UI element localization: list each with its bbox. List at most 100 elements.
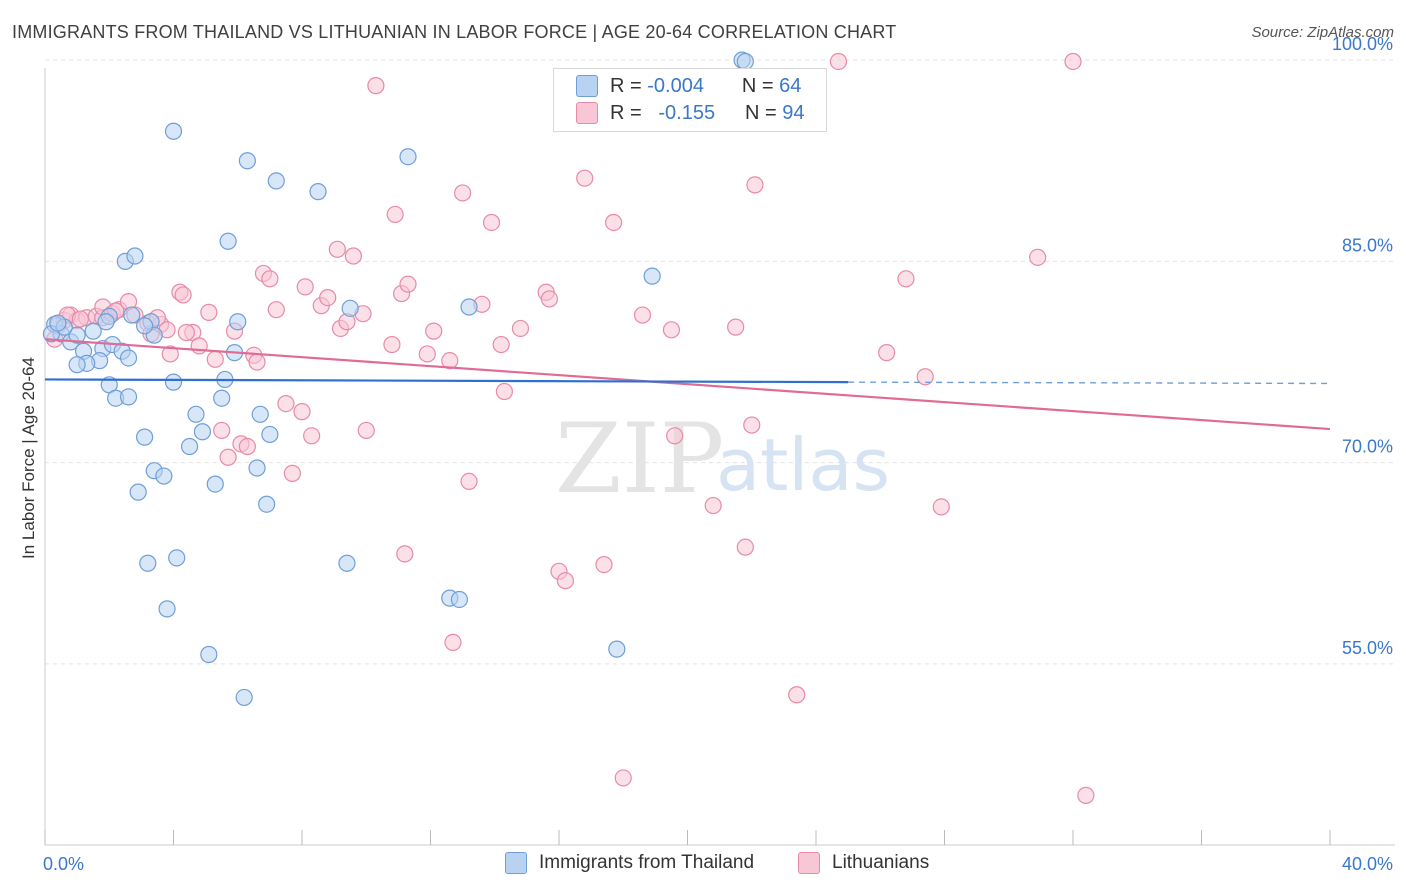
lithuanian-point bbox=[383, 335, 401, 354]
thailand-point bbox=[450, 590, 469, 609]
lithuanian-point bbox=[743, 416, 761, 434]
lithuanian-point bbox=[367, 77, 385, 95]
lithuanian-point bbox=[213, 421, 231, 440]
bottom-legend-thailand: Immigrants from Thailand bbox=[505, 852, 754, 874]
thailand-point bbox=[213, 389, 231, 407]
thailand-point bbox=[608, 640, 626, 658]
lithuanian-point bbox=[492, 335, 510, 354]
thailand-point bbox=[267, 172, 285, 190]
lithuanians-trend-line bbox=[44, 338, 1331, 431]
legend-swatch-pink bbox=[576, 102, 598, 124]
thailand-point bbox=[187, 405, 205, 423]
lithuanian-point bbox=[277, 394, 295, 413]
lithuanian-point bbox=[418, 345, 436, 363]
bottom-legend-swatch-pink bbox=[798, 852, 820, 874]
watermark: ZIP atlas bbox=[555, 403, 890, 515]
lithuanian-point bbox=[666, 427, 684, 445]
chart-title: IMMIGRANTS FROM THAILAND VS LITHUANIAN I… bbox=[12, 22, 897, 42]
thailand-point bbox=[219, 232, 237, 250]
lithuanian-point bbox=[174, 286, 192, 304]
lithuanian-point bbox=[540, 290, 558, 308]
thailand-point bbox=[309, 183, 327, 201]
lithuanian-point bbox=[161, 345, 179, 363]
lithuanian-point bbox=[328, 240, 346, 258]
lithuanian-point bbox=[788, 686, 806, 704]
lithuanian-point bbox=[396, 545, 414, 563]
thailand-point bbox=[155, 467, 173, 485]
thailand-point bbox=[193, 423, 212, 441]
thailand-trend-line bbox=[44, 378, 849, 384]
thailand-point bbox=[68, 326, 86, 344]
lithuanian-point bbox=[727, 318, 745, 336]
thailand-point bbox=[164, 122, 183, 140]
lithuanian-point bbox=[261, 270, 279, 288]
thailand-point bbox=[248, 459, 266, 477]
lithuanian-point bbox=[238, 437, 256, 456]
thailand-point bbox=[341, 299, 359, 317]
lithuanian-point bbox=[319, 289, 337, 307]
lithuanian-point bbox=[1064, 52, 1082, 71]
thailand-point bbox=[399, 148, 417, 166]
bottom-legend-swatch-blue bbox=[505, 852, 527, 874]
thailand-point bbox=[123, 306, 141, 324]
lithuanian-point bbox=[71, 310, 89, 328]
thailand-point bbox=[238, 152, 256, 170]
lithuanian-point bbox=[444, 633, 462, 652]
lithuanian-point bbox=[460, 472, 478, 491]
lithuanians-points bbox=[46, 52, 1095, 804]
chart-source: Source: ZipAtlas.com bbox=[1251, 24, 1394, 41]
bottom-legend: Immigrants from Thailand Lithuanians bbox=[0, 852, 1406, 878]
legend-row-thailand: R = -0.004 N = 64 bbox=[576, 74, 801, 98]
lithuanian-point bbox=[576, 169, 594, 187]
lithuanian-point bbox=[633, 306, 652, 324]
axis-labels: 100.0% 85.0% 70.0% 55.0% 0.0% 40.0% bbox=[43, 34, 1393, 874]
legend-n-value-lithuanians: 94 bbox=[782, 101, 805, 124]
thailand-point bbox=[84, 322, 102, 340]
legend-row-lithuanians: R = -0.155 N = 94 bbox=[576, 101, 805, 125]
lithuanian-point bbox=[399, 275, 417, 293]
thailand-point bbox=[119, 388, 138, 406]
lithuanian-point bbox=[200, 303, 218, 321]
trend-lines bbox=[44, 338, 1331, 431]
x-tick-label: 0.0% bbox=[43, 854, 84, 874]
thailand-trend-extension bbox=[848, 381, 1331, 385]
axes bbox=[44, 68, 1395, 846]
bottom-legend-lithuanians: Lithuanians bbox=[798, 852, 929, 874]
stats-legend: R = -0.004 N = 64 R = -0.155 N = 94 bbox=[553, 68, 827, 132]
thailand-point bbox=[261, 425, 279, 444]
bottom-legend-label-lithuanians: Lithuanians bbox=[832, 852, 930, 873]
thailand-point bbox=[164, 373, 183, 391]
thailand-point bbox=[135, 428, 154, 446]
gridlines bbox=[45, 59, 1395, 665]
thailand-point bbox=[251, 405, 269, 423]
lithuanian-point bbox=[425, 322, 443, 340]
lithuanian-point bbox=[303, 427, 321, 445]
thailand-point bbox=[200, 645, 218, 664]
lithuanian-point bbox=[556, 572, 575, 590]
lithuanian-point bbox=[441, 352, 459, 370]
thailand-point bbox=[235, 688, 253, 707]
lithuanian-point bbox=[878, 344, 896, 362]
y-axis-label: In Labor Force | Age 20-64 bbox=[19, 357, 38, 559]
thailand-point bbox=[139, 554, 157, 572]
watermark-zip: ZIP bbox=[555, 403, 724, 515]
y-tick-label: 55.0% bbox=[1342, 638, 1393, 658]
y-tick-label: 85.0% bbox=[1342, 235, 1393, 255]
lithuanian-point bbox=[357, 421, 375, 440]
thailand-point bbox=[180, 437, 199, 456]
lithuanian-point bbox=[897, 270, 915, 288]
lithuanian-point bbox=[177, 323, 195, 342]
lithuanian-point bbox=[736, 538, 754, 556]
lithuanian-point bbox=[511, 319, 530, 338]
lithuanian-point bbox=[746, 176, 764, 194]
lithuanian-point bbox=[482, 213, 501, 232]
lithuanian-point bbox=[267, 301, 285, 319]
lithuanian-point bbox=[454, 184, 472, 202]
legend-swatch-blue bbox=[576, 75, 598, 97]
lithuanian-point bbox=[495, 382, 513, 401]
lithuanian-point bbox=[932, 498, 950, 516]
thailand-point bbox=[135, 317, 154, 335]
lithuanian-point bbox=[344, 247, 362, 265]
lithuanian-point bbox=[605, 213, 623, 232]
